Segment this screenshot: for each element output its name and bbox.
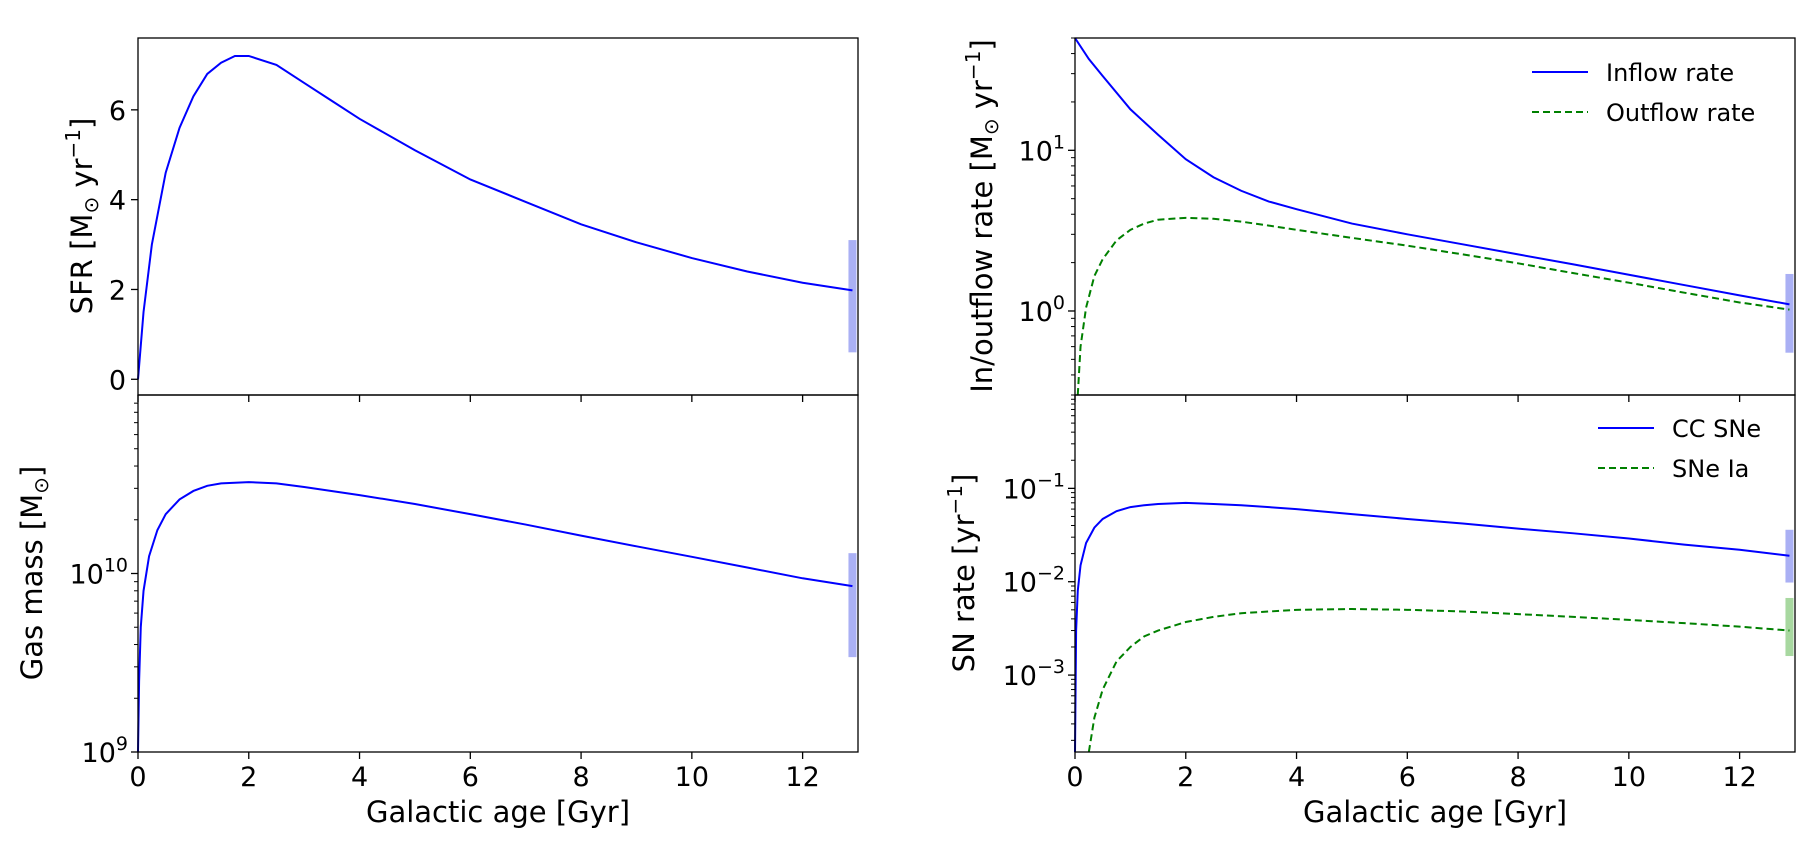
legend-label-inflow: Inflow rate — [1606, 59, 1734, 87]
gas-xtick-label: 0 — [129, 762, 146, 793]
sn-ytick-label: 10−3 — [1003, 656, 1065, 692]
inout-ylabel: In/outflow rate [M⊙ yr−1] — [961, 39, 1003, 393]
inout-obs-band — [1785, 273, 1794, 353]
sfr-ylabel: SFR [M⊙ yr−1] — [61, 118, 103, 315]
sn-ticks: 0 2 4 6 8 10 12 10−3 10−2 10−1 — [1003, 398, 1757, 793]
gas-frame — [137, 394, 859, 753]
inout-series-outflow-rate — [1076, 216, 1790, 396]
sn-legend: CC SNe SNe Ia — [1598, 415, 1761, 483]
sn-xtick-label: 2 — [1177, 762, 1194, 793]
gas-ticks: 0 2 4 6 8 10 12 109 1010 — [69, 402, 820, 793]
sfr-series-sfr — [137, 54, 853, 380]
sn-xtick-label: 4 — [1288, 762, 1305, 793]
sfr-ytick-label: 2 — [109, 275, 126, 306]
inout-marks — [1074, 37, 1794, 396]
sn-series-sne-ia — [1087, 608, 1790, 753]
sn-xtick-label: 0 — [1066, 762, 1083, 793]
inout-panel: 100 101 In/outflow rate [M⊙ yr−1] Inflow … — [961, 37, 1796, 402]
sn-ylabel: SN rate [yr−1] — [943, 474, 981, 673]
inout-frame — [1074, 37, 1796, 396]
inout-legend: Inflow rate Outflow rate — [1532, 59, 1755, 127]
sfr-ytick-label: 0 — [109, 365, 126, 396]
inout-ytick-label: 101 — [1019, 131, 1065, 167]
sn-obs-band-2 — [1785, 597, 1794, 657]
gas-series-gas-mass — [137, 481, 853, 753]
sn-marks — [1074, 501, 1794, 753]
gas-xtick-label: 6 — [462, 762, 479, 793]
gas-xtick-label: 8 — [572, 762, 589, 793]
sn-xlabel: Galactic age [Gyr] — [1303, 795, 1567, 829]
inout-ticks: 100 101 — [1019, 37, 1741, 402]
sfr-ytick-label: 6 — [109, 96, 126, 127]
sfr-ticks: 0 2 4 6 — [109, 96, 804, 402]
gas-xtick-label: 4 — [351, 762, 368, 793]
legend-label-snia: SNe Ia — [1672, 455, 1749, 483]
sfr-frame — [137, 37, 859, 396]
sn-xtick-label: 10 — [1612, 762, 1646, 793]
sn-xtick-label: 12 — [1722, 762, 1756, 793]
sn-xtick-label: 8 — [1509, 762, 1526, 793]
gas-ylabel: Gas mass [M⊙] — [15, 466, 53, 680]
gas-xlabel: Galactic age [Gyr] — [366, 795, 630, 829]
sn-series-cc-sne — [1074, 501, 1790, 753]
gas-ytick-label: 1010 — [69, 555, 128, 591]
gas-ytick-label: 109 — [82, 733, 128, 769]
sn-xtick-label: 6 — [1399, 762, 1416, 793]
gas-xtick-label: 12 — [785, 762, 819, 793]
sn-ytick-label: 10−1 — [1003, 469, 1065, 505]
sn-ytick-label: 10−2 — [1003, 563, 1065, 599]
legend-label-ccsne: CC SNe — [1672, 415, 1761, 443]
gas-panel: 0 2 4 6 8 10 12 109 1010 Gas mass [M⊙] Galactic … — [15, 394, 859, 829]
gas-xtick-label: 10 — [675, 762, 709, 793]
gas-marks — [137, 481, 857, 753]
sn-frame — [1074, 394, 1796, 753]
gas-obs-band — [848, 553, 857, 658]
sn-panel: 0 2 4 6 8 10 12 10−3 10−2 10−1 SN rate [yr−1] Gal… — [943, 394, 1796, 829]
gas-xtick-label: 2 — [240, 762, 257, 793]
inout-series-inflow-rate — [1074, 37, 1790, 306]
inout-ytick-label: 100 — [1019, 292, 1065, 328]
legend-label-outflow: Outflow rate — [1606, 99, 1755, 127]
sfr-ytick-label: 4 — [109, 186, 126, 217]
sfr-panel: 0 2 4 6 SFR [M⊙ yr−1] — [61, 37, 859, 402]
sn-obs-band — [1785, 529, 1794, 583]
sfr-marks — [137, 54, 857, 380]
sfr-obs-band — [848, 240, 857, 353]
